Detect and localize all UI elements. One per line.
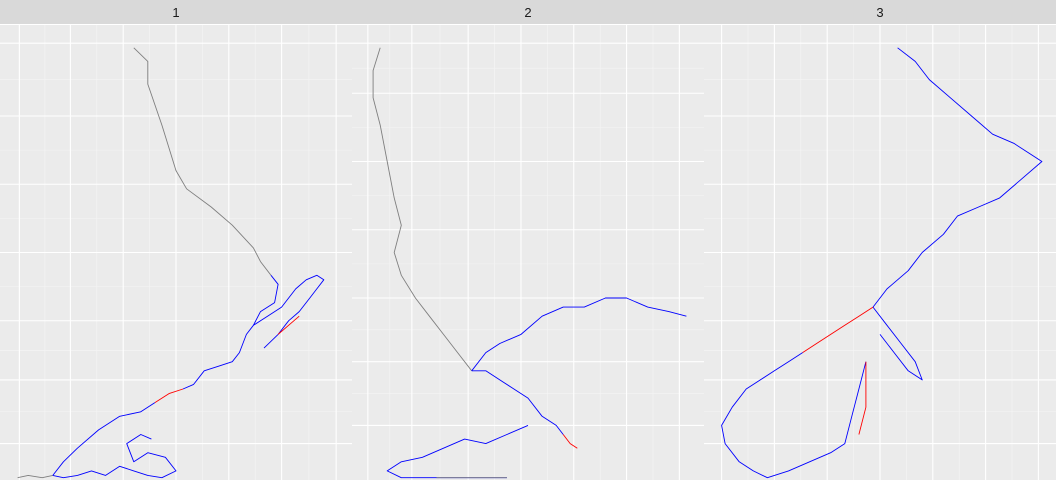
facet-strip-2: 2	[352, 0, 704, 24]
track-segment-3-5	[858, 361, 867, 435]
plot-svg-2	[352, 25, 704, 480]
facet-label-3: 3	[876, 4, 884, 20]
facet-label-1: 1	[172, 4, 180, 20]
plot-panel-2	[352, 25, 704, 480]
track-segment-2-5	[386, 424, 529, 479]
plot-panel-1	[0, 25, 352, 480]
facet-1: 1	[0, 0, 352, 480]
track-segment-1-1	[133, 47, 272, 276]
facet-2: 2	[352, 0, 704, 480]
plot-panel-3	[704, 25, 1056, 480]
track-segment-3-2	[872, 306, 923, 381]
plot-svg-3	[704, 25, 1056, 480]
facet-strip-3: 3	[704, 0, 1056, 24]
facet-strip-1: 1	[0, 0, 352, 24]
track-segment-2-1	[372, 47, 473, 372]
track-segment-2-3	[562, 434, 578, 449]
track-segment-3-3	[802, 306, 874, 353]
facet-3: 3	[704, 0, 1056, 480]
track-segment-3-1	[872, 47, 1043, 308]
track-segment-1-7	[277, 315, 300, 335]
plot-svg-1	[0, 25, 352, 480]
facet-label-2: 2	[524, 4, 532, 20]
track-segment-2-4	[471, 297, 687, 372]
track-segment-1-6	[253, 274, 325, 349]
track-segment-1-5	[17, 474, 53, 479]
track-segment-1-4	[52, 402, 177, 479]
track-segment-1-2	[182, 275, 279, 390]
track-segment-1-3	[154, 388, 184, 403]
track-segment-3-4	[721, 352, 867, 479]
track-segment-2-2	[471, 370, 564, 435]
